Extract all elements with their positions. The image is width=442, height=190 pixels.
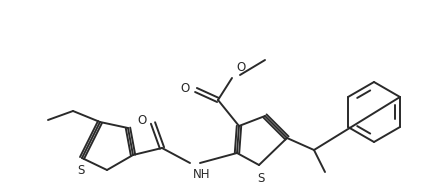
Text: S: S	[77, 164, 85, 177]
Text: O: O	[236, 61, 245, 74]
Text: S: S	[257, 172, 265, 185]
Text: O: O	[138, 115, 147, 127]
Text: NH: NH	[193, 168, 210, 181]
Text: O: O	[181, 82, 190, 96]
